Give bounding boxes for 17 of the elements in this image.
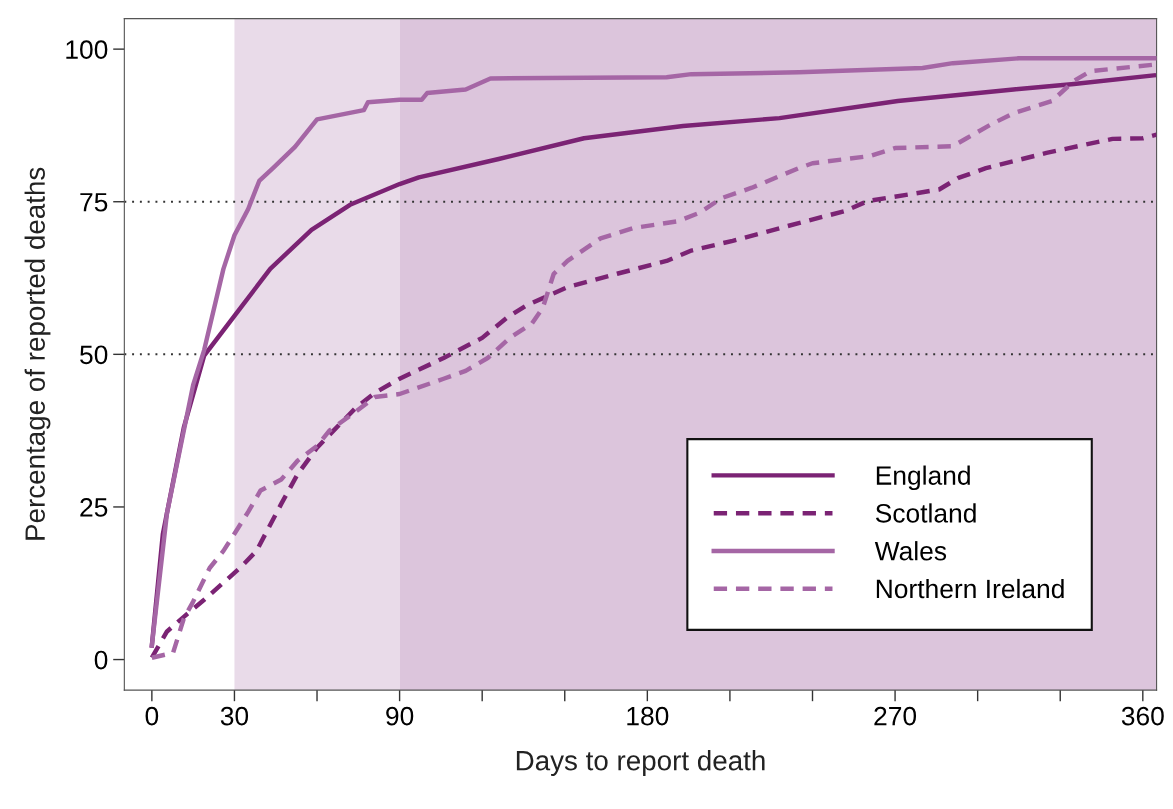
x-axis-title: Days to report death bbox=[516, 750, 765, 776]
legend-label: England bbox=[876, 465, 970, 491]
y-tick-label: 0 bbox=[94, 650, 108, 670]
y-tick-label: 50 bbox=[80, 345, 108, 365]
x-tick-label: 360 bbox=[1121, 706, 1164, 726]
x-tick-label: 0 bbox=[145, 706, 159, 726]
y-tick-label: 100 bbox=[66, 40, 108, 59]
x-tick-label: 90 bbox=[386, 706, 414, 726]
x-tick-label: 270 bbox=[874, 706, 917, 726]
legend-label: Scotland bbox=[875, 503, 976, 523]
y-tick-label: 25 bbox=[80, 498, 108, 517]
legend-label: Wales bbox=[874, 541, 947, 561]
y-tick-label: 75 bbox=[80, 193, 108, 212]
y-axis-title: Percentage of reported deaths bbox=[24, 167, 51, 540]
legend-label: Northern Ireland bbox=[876, 578, 1064, 599]
x-tick-label: 180 bbox=[627, 706, 669, 726]
x-tick-label: 30 bbox=[220, 706, 249, 726]
